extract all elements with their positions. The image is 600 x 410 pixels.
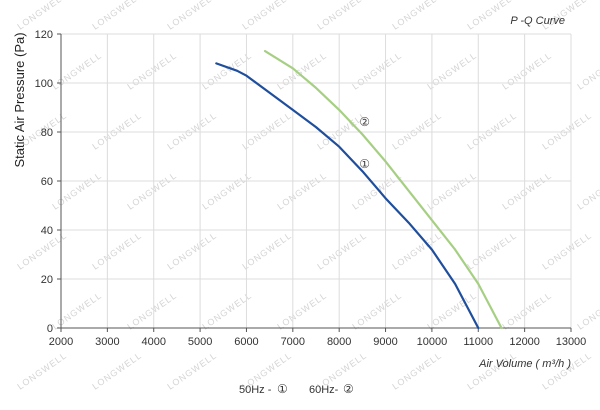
watermark-text: LONGWELL — [165, 110, 218, 151]
curve-marker-1: ② — [359, 115, 370, 129]
y-tick-label: 20 — [41, 274, 53, 286]
watermark-text: LONGWELL — [90, 110, 143, 151]
x-tick-label: 6000 — [234, 336, 258, 348]
watermark-text: LONGWELL — [90, 0, 143, 32]
watermark-text: LONGWELL — [315, 230, 368, 271]
watermark-text: LONGWELL — [390, 0, 443, 32]
watermark-text: LONGWELL — [390, 350, 443, 391]
curve-marker-2: ① — [359, 157, 370, 171]
y-tick-label: 0 — [47, 323, 53, 335]
watermark-text: LONGWELL — [50, 170, 103, 211]
watermark-text: LONGWELL — [465, 110, 518, 151]
label-layer: P -Q Curve Static Air Pressure (Pa) Air … — [12, 15, 571, 370]
watermark-text: LONGWELL — [390, 230, 443, 271]
x-tick-label: 8000 — [327, 336, 351, 348]
watermark-text: LONGWELL — [125, 290, 178, 331]
watermark-text: LONGWELL — [540, 230, 593, 271]
watermark-text: LONGWELL — [425, 290, 478, 331]
watermark-text: LONGWELL — [500, 290, 553, 331]
legend-symbol-60hz: ② — [343, 382, 354, 396]
legend: 50Hz - ① 60Hz- ② — [239, 382, 354, 396]
watermark-text: LONGWELL — [425, 170, 478, 211]
chart-title: P -Q Curve — [510, 15, 565, 27]
x-tick-label: 9000 — [373, 336, 397, 348]
watermark-text: LONGWELL — [540, 350, 593, 391]
watermark-text: LONGWELL — [240, 110, 293, 151]
x-tick-label: 2000 — [49, 336, 73, 348]
watermark-text: LONGWELL — [315, 0, 368, 32]
watermark-text: LONGWELL — [350, 170, 403, 211]
x-tick-label: 3000 — [95, 336, 119, 348]
series-layer — [215, 49, 503, 330]
series-line-1 — [215, 62, 480, 330]
watermark-text: LONGWELL — [15, 350, 68, 391]
x-tick-label: 7000 — [281, 336, 305, 348]
watermark-text: LONGWELL — [500, 50, 553, 91]
watermark-text: LONGWELL — [200, 50, 253, 91]
watermark-text: LONGWELL — [15, 0, 68, 32]
watermark-text: LONGWELL — [240, 0, 293, 32]
watermark-text: LONGWELL — [125, 50, 178, 91]
watermark-text: LONGWELL — [125, 170, 178, 211]
watermark-text: LONGWELL — [390, 110, 443, 151]
watermark-text: LONGWELL — [90, 230, 143, 271]
watermark-text: LONGWELL — [165, 230, 218, 271]
watermark-text: LONGWELL — [575, 170, 600, 211]
watermark-text: LONGWELL — [275, 50, 328, 91]
watermark-text: LONGWELL — [350, 50, 403, 91]
y-tick-label: 100 — [35, 78, 53, 90]
watermark-text: LONGWELL — [350, 290, 403, 331]
legend-label-60hz: 60Hz- — [309, 384, 339, 396]
watermark-text: LONGWELL — [575, 290, 600, 331]
x-tick-label: 5000 — [188, 336, 212, 348]
axes: 2000 3000 4000 5000 6000 7000 8000 9000 10000 110… — [35, 29, 587, 348]
watermark-text: LONGWELL — [575, 50, 600, 91]
legend-symbol-50hz: ① — [277, 382, 288, 396]
watermark-text: LONGWELL — [90, 350, 143, 391]
y-tick-label: 60 — [41, 176, 53, 188]
y-tick-label: 120 — [35, 29, 53, 41]
x-tick-label: 4000 — [141, 336, 165, 348]
watermark-text: LONGWELL — [425, 50, 478, 91]
watermark-text: LONGWELL — [50, 50, 103, 91]
watermark-text: LONGWELL — [465, 350, 518, 391]
watermark-text: LONGWELL — [50, 290, 103, 331]
x-tick-label: 10000 — [417, 336, 448, 348]
x-tick-label: 11000 — [463, 336, 493, 348]
watermark-text: LONGWELL — [200, 290, 253, 331]
watermark-text: LONGWELL — [240, 230, 293, 271]
watermark-text: LONGWELL — [165, 350, 218, 391]
y-tick-label: 40 — [41, 225, 53, 237]
x-tick-label: 13000 — [556, 336, 587, 348]
watermark-text: LONGWELL — [465, 230, 518, 271]
legend-label-50hz: 50Hz - — [239, 384, 272, 396]
watermark-text: LONGWELL — [540, 110, 593, 151]
watermark-text: LONGWELL — [500, 170, 553, 211]
x-axis-title: Air Volume ( m³/h ) — [478, 358, 571, 370]
y-tick-label: 80 — [41, 127, 53, 139]
watermark-layer: LONGWELL LONGWELL LONGWELL LONGWELL LONGWELL… — [15, 0, 600, 392]
watermark-text: LONGWELL — [275, 290, 328, 331]
x-tick-label: 12000 — [509, 336, 540, 348]
watermark-text: LONGWELL — [165, 0, 218, 32]
series-line-2 — [263, 49, 503, 330]
watermark-text: LONGWELL — [275, 170, 328, 211]
watermark-text: LONGWELL — [200, 170, 253, 211]
y-axis-title: Static Air Pressure (Pa) — [12, 32, 27, 167]
